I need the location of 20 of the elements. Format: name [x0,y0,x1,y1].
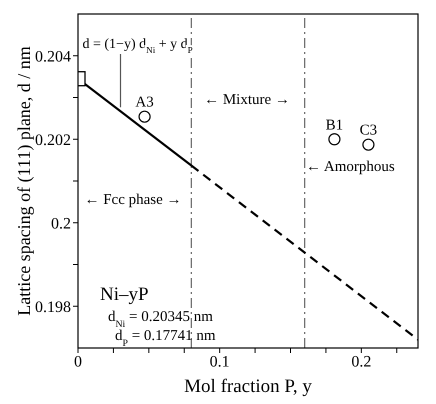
point [328,133,341,146]
y-axis-title: Lattice spacing of (111) plane, d / nm [14,46,34,316]
y-tick-label: 0.204 [35,48,71,66]
annotation: Ni–yP [100,284,149,305]
x-tick-label: 0 [74,353,82,370]
annotation: ← Mixture → [204,92,290,108]
x-tick-label: 0.1 [210,353,230,370]
annotation: C3 [360,122,378,139]
annotation: ← Fcc phase → [84,192,182,208]
x-tick-label: 0.2 [351,353,372,370]
x-axis-title: Mol fraction P, y [184,376,312,397]
y-tick-label: 0.2 [51,215,71,232]
y-tick-label: 0.202 [35,132,71,149]
y-tick-label: 0.198 [35,298,71,316]
point [362,138,375,151]
annotation: A3 [135,94,154,111]
annotation: B1 [326,117,344,134]
annotation: ← Amorphous [306,159,395,175]
annotation: d$_{P}$ = 0.17741 nm [115,328,216,348]
annotation: d$_{Ni}$ = 0.20345 nm [108,309,214,330]
